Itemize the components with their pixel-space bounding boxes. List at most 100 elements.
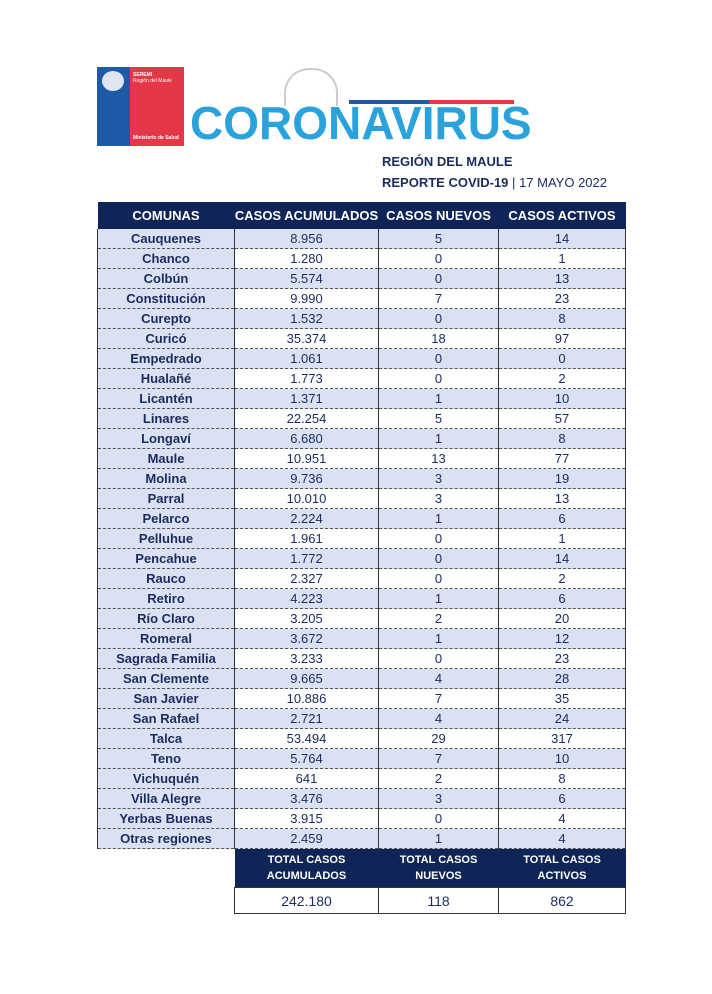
column-header: CASOS NUEVOS [378, 202, 499, 229]
activos-cell: 35 [498, 688, 626, 709]
nuevos-cell: 1 [378, 508, 499, 529]
nuevos-cell: 0 [378, 548, 499, 569]
logo-text: Región del Maule [133, 78, 172, 84]
acumulados-cell: 6.680 [234, 428, 379, 449]
comuna-cell: Pelarco [97, 508, 235, 529]
page-title: CORONAVIRUS [190, 97, 532, 149]
table-row: Río Claro 3.205 2 20 [97, 608, 626, 629]
nuevos-cell: 3 [378, 468, 499, 489]
acumulados-cell: 2.327 [234, 568, 379, 589]
column-header: CASOS ACTIVOS [498, 202, 626, 229]
table-row: Longaví 6.680 1 8 [97, 428, 626, 449]
activos-cell: 6 [498, 588, 626, 609]
comuna-cell: Talca [97, 728, 235, 749]
acumulados-cell: 2.721 [234, 708, 379, 729]
nuevos-cell: 0 [378, 348, 499, 369]
comuna-cell: Curepto [97, 308, 235, 329]
acumulados-cell: 4.223 [234, 588, 379, 609]
activos-cell: 13 [498, 268, 626, 289]
nuevos-cell: 5 [378, 229, 499, 249]
comuna-cell: Villa Alegre [97, 788, 235, 809]
table-row: Vichuquén 641 2 8 [97, 768, 626, 789]
nuevos-cell: 0 [378, 248, 499, 269]
table-row: Villa Alegre 3.476 3 6 [97, 788, 626, 809]
comuna-cell: Pencahue [97, 548, 235, 569]
activos-cell: 23 [498, 648, 626, 669]
table-row: Curepto 1.532 0 8 [97, 308, 626, 329]
activos-cell: 8 [498, 428, 626, 449]
nuevos-cell: 3 [378, 488, 499, 509]
total-header-line: NUEVOS [415, 870, 462, 882]
acumulados-cell: 3.915 [234, 808, 379, 829]
activos-cell: 10 [498, 388, 626, 409]
total-header-line: ACTIVOS [537, 870, 587, 882]
comuna-cell: Retiro [97, 588, 235, 609]
divider [429, 100, 514, 104]
comuna-cell: Otras regiones [97, 828, 235, 849]
total-header-line: TOTAL CASOS [399, 854, 478, 866]
acumulados-cell: 10.010 [234, 488, 379, 509]
comuna-cell: Sagrada Familia [97, 648, 235, 669]
comuna-cell: Licantén [97, 388, 235, 409]
nuevos-cell: 1 [378, 388, 499, 409]
nuevos-cell: 1 [378, 628, 499, 649]
comuna-cell: San Rafael [97, 708, 235, 729]
nuevos-cell: 0 [378, 528, 499, 549]
table-row: Teno 5.764 7 10 [97, 748, 626, 769]
column-header: CASOS ACUMULADOS [234, 202, 379, 229]
activos-cell: 57 [498, 408, 626, 429]
activos-cell: 317 [498, 728, 626, 749]
table-row: Talca 53.494 29 317 [97, 728, 626, 749]
table-row: Yerbas Buenas 3.915 0 4 [97, 808, 626, 829]
activos-cell: 6 [498, 788, 626, 809]
nuevos-cell: 2 [378, 608, 499, 629]
acumulados-cell: 22.254 [234, 408, 379, 429]
comuna-cell: Molina [97, 468, 235, 489]
comuna-cell: San Javier [97, 688, 235, 709]
activos-cell: 8 [498, 308, 626, 329]
table-row: Pelluhue 1.961 0 1 [97, 528, 626, 549]
nuevos-cell: 3 [378, 788, 499, 809]
comuna-cell: Yerbas Buenas [97, 808, 235, 829]
totals-table: TOTAL CASOS ACUMULADOS TOTAL CASOS NUEVOS TO… [234, 849, 626, 914]
total-header-line: TOTAL CASOS [523, 854, 601, 866]
acumulados-cell: 2.224 [234, 508, 379, 529]
nuevos-cell: 0 [378, 568, 499, 589]
acumulados-cell: 1.772 [234, 548, 379, 569]
table-row: Chanco 1.280 0 1 [97, 248, 626, 269]
acumulados-cell: 1.061 [234, 348, 379, 369]
comuna-cell: Teno [97, 748, 235, 769]
activos-cell: 1 [498, 528, 626, 549]
activos-cell: 14 [498, 548, 626, 569]
column-header: COMUNAS [97, 202, 235, 229]
acumulados-cell: 3.205 [234, 608, 379, 629]
region-label: REGIÓN DEL MAULE [382, 154, 513, 169]
acumulados-cell: 3.476 [234, 788, 379, 809]
nuevos-cell: 2 [378, 768, 499, 789]
acumulados-cell: 2.459 [234, 828, 379, 849]
activos-cell: 28 [498, 668, 626, 689]
nuevos-cell: 4 [378, 708, 499, 729]
comuna-cell: Rauco [97, 568, 235, 589]
nuevos-cell: 0 [378, 368, 499, 389]
comuna-cell: Romeral [97, 628, 235, 649]
report-label: REPORTE COVID-19 [382, 175, 509, 190]
table-row: Sagrada Familia 3.233 0 23 [97, 648, 626, 669]
table-row: Hualañé 1.773 0 2 [97, 368, 626, 389]
cases-table: COMUNAS CASOS ACUMULADOS CASOS NUEVOS CASOS… [97, 202, 626, 849]
table-row: Colbún 5.574 0 13 [97, 268, 626, 289]
nuevos-cell: 7 [378, 288, 499, 309]
activos-cell: 97 [498, 328, 626, 349]
nuevos-cell: 0 [378, 268, 499, 289]
total-value: 242.180 [234, 887, 379, 914]
acumulados-cell: 1.371 [234, 388, 379, 409]
activos-cell: 2 [498, 568, 626, 589]
activos-cell: 4 [498, 828, 626, 849]
acumulados-cell: 3.233 [234, 648, 379, 669]
table-row: Linares 22.254 5 57 [97, 408, 626, 429]
activos-cell: 19 [498, 468, 626, 489]
acumulados-cell: 5.764 [234, 748, 379, 769]
activos-cell: 2 [498, 368, 626, 389]
virus-icon [284, 68, 338, 106]
total-header: TOTAL CASOS ACTIVOS [498, 849, 626, 888]
